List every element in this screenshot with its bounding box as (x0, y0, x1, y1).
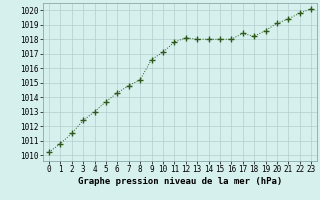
X-axis label: Graphe pression niveau de la mer (hPa): Graphe pression niveau de la mer (hPa) (78, 177, 282, 186)
